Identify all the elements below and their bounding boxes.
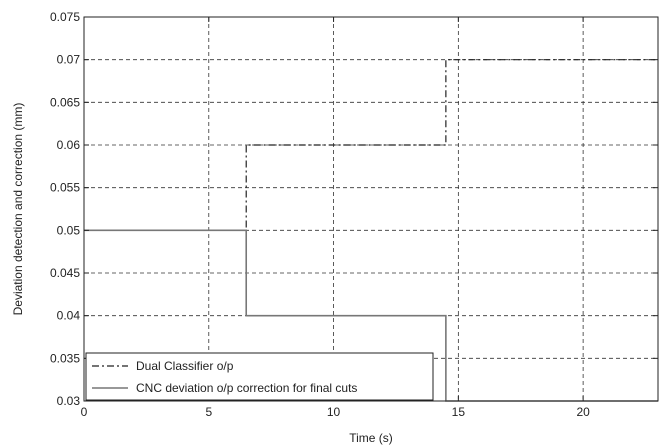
- y-tick-label: 0.07: [57, 53, 81, 67]
- y-tick-label: 0.03: [57, 394, 81, 408]
- legend-label-dual-classifier: Dual Classifier o/p: [136, 359, 234, 373]
- x-axis-label: Time (s): [349, 431, 393, 445]
- legend-box: [85, 352, 434, 401]
- legend-label-cnc-deviation: CNC deviation o/p correction for final c…: [136, 381, 357, 395]
- y-tick-label: 0.065: [50, 95, 80, 109]
- y-tick-label: 0.045: [50, 266, 80, 280]
- x-tick-label: 20: [576, 405, 590, 419]
- y-tick-label: 0.075: [50, 10, 80, 24]
- grid: [84, 17, 658, 401]
- y-axis-label: Deviation detection and correction (mm): [11, 103, 25, 316]
- legend: Dual Classifier o/p CNC deviation o/p co…: [85, 352, 434, 401]
- x-tick-label: 15: [452, 405, 466, 419]
- y-tick-label: 0.035: [50, 351, 80, 365]
- x-tick-label: 0: [81, 405, 88, 419]
- y-tick-label: 0.05: [57, 223, 81, 237]
- y-tick-label: 0.06: [57, 138, 81, 152]
- y-ticks: 0.03 0.035 0.04 0.045 0.05 0.055 0.06 0.065 0.07…: [50, 10, 658, 408]
- y-tick-label: 0.055: [50, 181, 80, 195]
- y-tick-label: 0.04: [57, 309, 81, 323]
- x-tick-label: 5: [205, 405, 212, 419]
- plot-frame: [83, 16, 659, 402]
- x-tick-label: 10: [327, 405, 341, 419]
